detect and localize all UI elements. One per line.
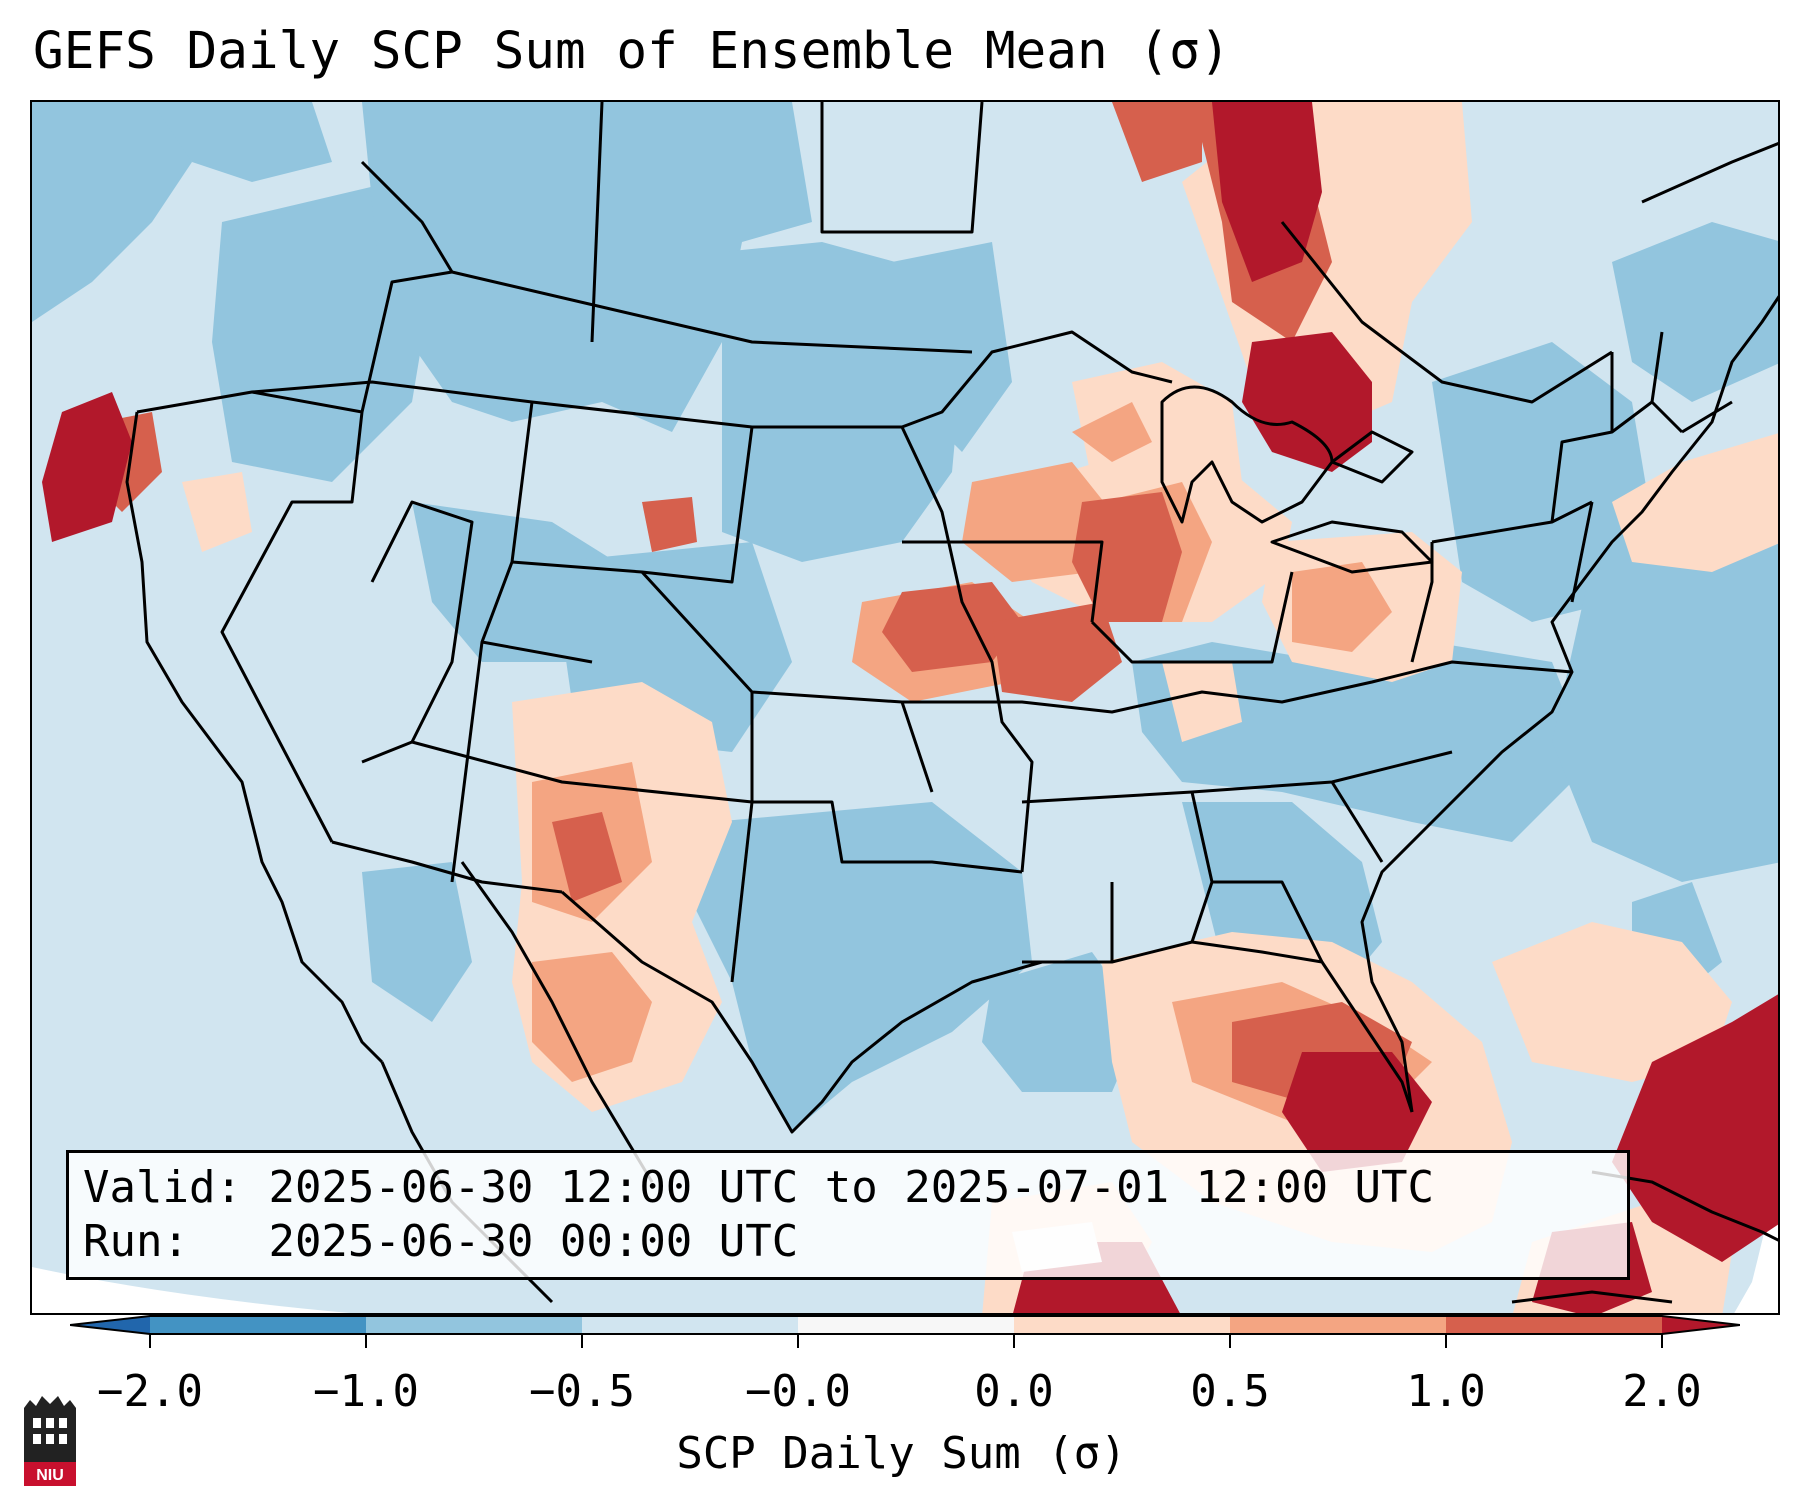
colorbar-segment-1 <box>366 1316 582 1334</box>
logo-windows <box>33 1418 67 1444</box>
colorbar-over-triangle <box>1662 1316 1740 1334</box>
projection-edge-se <box>1734 1171 1778 1313</box>
logo-tower-shape <box>24 1396 76 1462</box>
colorbar-segment-4 <box>1014 1316 1230 1334</box>
colorbar-segment-3 <box>798 1316 1014 1334</box>
map-panel <box>30 100 1780 1315</box>
colorbar-tick-label: 2.0 <box>1622 1366 1702 1417</box>
colorbar-segment-0 <box>150 1316 366 1334</box>
colorbar-ticks <box>149 1334 1663 1348</box>
valid-label: Valid: <box>83 1162 242 1213</box>
chart-title: GEFS Daily SCP Sum of Ensemble Mean (σ) <box>33 22 1231 81</box>
colorbar-segment-6 <box>1446 1316 1662 1334</box>
run-line: Run: 2025-06-30 00:00 UTC <box>83 1215 1627 1269</box>
colorbar-segment-5 <box>1230 1316 1446 1334</box>
colorbar-tick-label: −0.5 <box>529 1366 635 1417</box>
colorbar-tick-label: 0.0 <box>974 1366 1054 1417</box>
colorbar-tick-label: 0.5 <box>1190 1366 1270 1417</box>
map-svg <box>32 102 1778 1313</box>
run-label: Run: <box>83 1216 189 1267</box>
colorbar-tick-label: 1.0 <box>1406 1366 1486 1417</box>
logo-text: NIU <box>36 1467 64 1484</box>
run-time: 2025-06-30 00:00 UTC <box>268 1216 799 1267</box>
colorbar-under-triangle <box>70 1316 150 1334</box>
colorbar-label: SCP Daily Sum (σ) <box>676 1428 1127 1479</box>
niu-logo: NIU <box>24 1396 76 1486</box>
projection-edge-sw <box>32 1267 351 1313</box>
colorbar <box>70 1315 1740 1348</box>
logo-red-band <box>24 1462 76 1486</box>
field-dark-red <box>42 102 1778 1313</box>
colorbar-tick-label: −0.0 <box>745 1366 851 1417</box>
colorbar-segment-2 <box>582 1316 798 1334</box>
field-medium-blue <box>32 102 1778 1132</box>
valid-time-range: 2025-06-30 12:00 UTC to 2025-07-01 12:00… <box>268 1162 1435 1213</box>
valid-line: Valid: 2025-06-30 12:00 UTC to 2025-07-0… <box>83 1161 1627 1215</box>
colorbar-tick-label: −2.0 <box>97 1366 203 1417</box>
colorbar-tick-label: −1.0 <box>313 1366 419 1417</box>
validity-info-box: Valid: 2025-06-30 12:00 UTC to 2025-07-0… <box>66 1150 1630 1280</box>
